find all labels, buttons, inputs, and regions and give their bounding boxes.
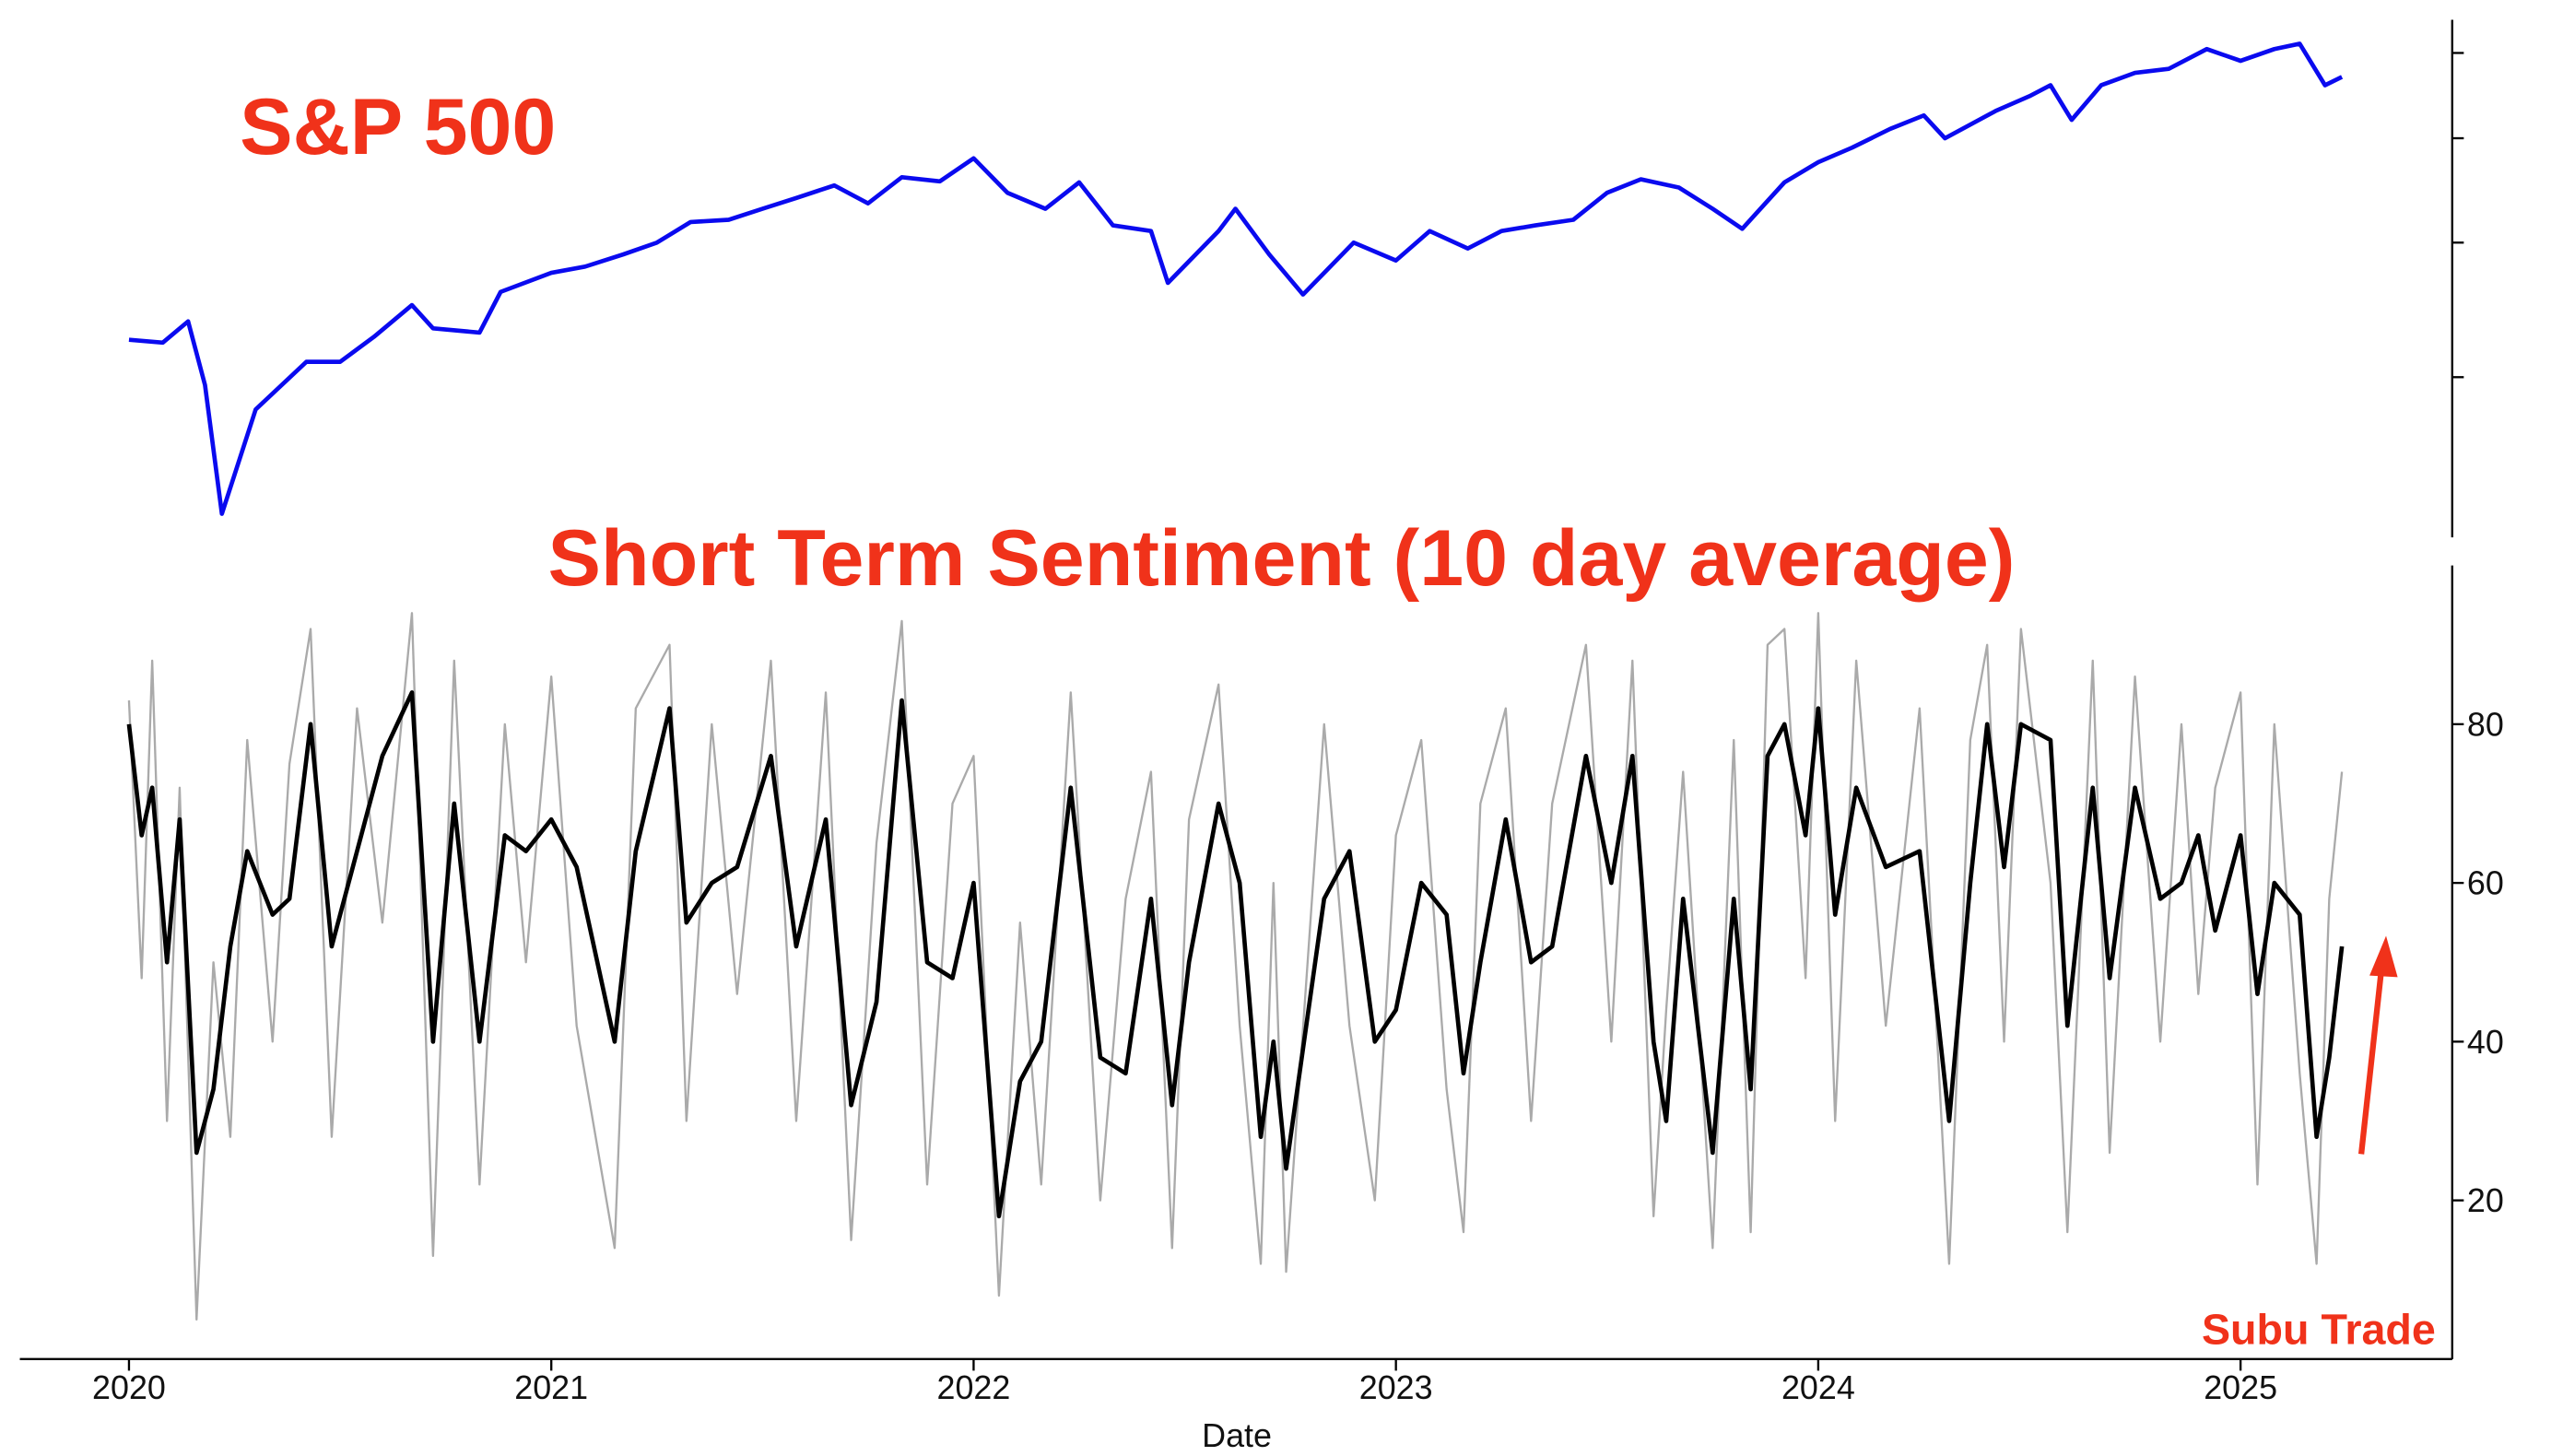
y-tick-label: 40 — [2467, 1024, 2504, 1061]
panel-title: Short Term Sentiment (10 day average) — [548, 514, 2016, 603]
x-tick-label: 2020 — [92, 1369, 166, 1406]
x-axis-label: Date — [1202, 1417, 1272, 1454]
y-tick-label: 20 — [2467, 1182, 2504, 1219]
x-tick-label: 2025 — [2204, 1369, 2277, 1406]
data-line — [128, 41, 2344, 516]
data-line — [127, 612, 2344, 1321]
data-line — [126, 690, 2345, 1219]
y-tick-label: 60 — [2467, 865, 2504, 902]
panel-title: S&P 500 — [240, 83, 556, 171]
annotation: Subu Trade — [2202, 1306, 2436, 1354]
arrow-shaft — [2357, 971, 2384, 1155]
x-tick-label: 2024 — [1781, 1369, 1855, 1406]
x-tick-label: 2023 — [1359, 1369, 1433, 1406]
x-tick-label: 2021 — [514, 1369, 588, 1406]
y-tick-label: 80 — [2467, 706, 2504, 743]
arrow-head — [2369, 935, 2398, 978]
x-tick-label: 2022 — [937, 1369, 1011, 1406]
